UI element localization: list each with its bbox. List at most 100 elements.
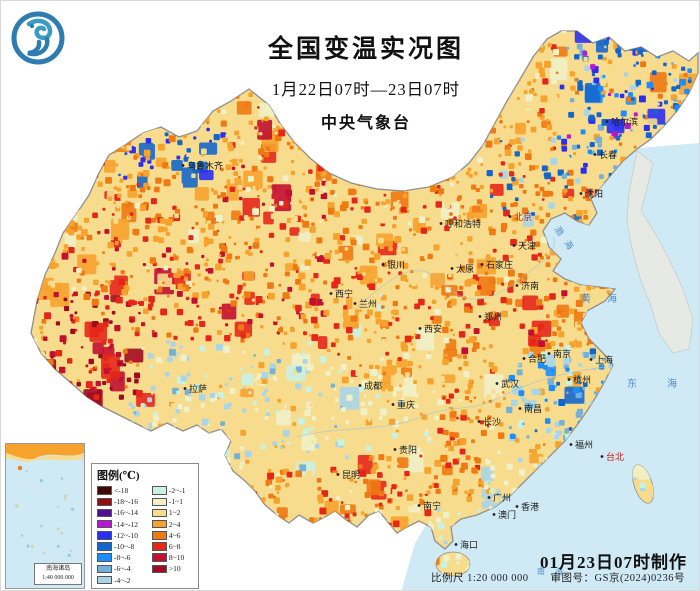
- legend-item: 8~10: [151, 552, 195, 563]
- legend-label: -18~-16: [114, 497, 139, 507]
- legend-positive-column: -2~-1 -1~1 1~2 2~4 4~6 6~8 8~10 >10: [151, 485, 195, 586]
- city-label: 重庆: [397, 399, 415, 410]
- foreign-land-korea: [626, 150, 694, 354]
- city-label: 南宁: [423, 500, 441, 511]
- sea-label: 南海: [537, 566, 573, 576]
- city-label: 石家庄: [486, 259, 513, 270]
- legend-label: -4~-2: [114, 575, 131, 585]
- sea-label: 东海: [627, 377, 700, 390]
- city-label: 贵阳: [399, 444, 417, 455]
- south-china-sea-inset: 南海诸岛 1:40 000 000: [5, 443, 85, 589]
- legend-label: -1~1: [168, 497, 183, 507]
- page-title: 全国变温实况图: [267, 36, 464, 63]
- city-label: 天津: [518, 241, 536, 251]
- legend-swatch: [151, 564, 167, 574]
- legend-label: 4~6: [168, 530, 181, 540]
- legend-swatch: [151, 497, 167, 507]
- legend-label: 2~4: [168, 519, 181, 529]
- sea-area: [401, 143, 699, 590]
- map-approval-number: 审图号：GS京(2024)0236号: [550, 573, 685, 584]
- city-label: 济南: [521, 280, 539, 291]
- legend-label: <-18: [114, 486, 129, 496]
- legend-swatch: [97, 486, 112, 495]
- legend-label: 6~8: [168, 542, 181, 552]
- agency-name: 中央气象台: [320, 115, 411, 132]
- legend-swatch: [151, 508, 167, 518]
- city-label: 合肥: [528, 353, 546, 364]
- city-label: 太原: [456, 263, 474, 274]
- city-label: 台北: [606, 451, 624, 462]
- legend-item: <-18: [97, 485, 150, 496]
- legend-label: 1~2: [168, 508, 181, 518]
- city-label: 上海: [595, 354, 613, 365]
- city-label: 福州: [575, 439, 593, 450]
- legend-item: -4~-2: [97, 575, 150, 586]
- city-label: 长沙: [483, 416, 501, 427]
- city-label: 香港: [521, 501, 539, 512]
- legend-item: 6~8: [151, 541, 195, 552]
- city-label: 长春: [599, 149, 617, 160]
- legend-item: -16~-14: [97, 507, 150, 518]
- inset-caption-scale: 1:40 000 000: [42, 575, 74, 581]
- city-label: 乌鲁木齐: [187, 160, 223, 171]
- city-label: 西安: [424, 323, 442, 334]
- sea-label: 黄海: [581, 292, 633, 305]
- legend-swatch: [97, 564, 112, 574]
- legend-label: -10~-8: [114, 542, 135, 552]
- legend-swatch: [151, 486, 167, 495]
- city-label: 郑州: [484, 311, 502, 322]
- legend-swatch: [151, 542, 167, 551]
- legend-swatch: [151, 553, 167, 562]
- city-label: 昆明: [342, 470, 360, 480]
- legend-item: -2~-1: [151, 485, 195, 496]
- production-time: 01月23日07时制作: [540, 553, 687, 572]
- legend-item: -14~-12: [97, 519, 150, 530]
- yellow-river: [356, 236, 555, 308]
- city-label: 武汉: [501, 378, 519, 389]
- inset-caption: 南海诸岛 1:40 000 000: [34, 563, 83, 585]
- legend-negative-column: <-18 -18~-16 -16~-14 -14~-12 -12~-10 -10~-8 -8…: [97, 485, 150, 586]
- title-block: 全国变温实况图 1月22日07时—23日07时 中央气象台: [196, 29, 536, 133]
- map-scale: 比例尺 1:20 000 000: [431, 573, 529, 584]
- legend-label: -2~-1: [168, 486, 186, 496]
- legend-item: -8~-6: [97, 552, 150, 563]
- legend-item: -1~1: [151, 496, 195, 507]
- legend-label: -12~-10: [114, 530, 139, 540]
- legend-item: 1~2: [151, 507, 195, 518]
- legend-item: -18~-16: [97, 496, 150, 507]
- legend-item: -10~-8: [97, 541, 150, 552]
- city-label: 沈阳: [585, 188, 603, 199]
- city-label: 拉萨: [189, 383, 207, 394]
- legend-item: -12~-10: [97, 530, 150, 541]
- legend-label: -6~-4: [114, 564, 131, 574]
- legend: 图例(℃) <-18 -18~-16 -16~-14 -14~-12 -12~-10 -1…: [91, 463, 199, 589]
- legend-label: -8~-6: [114, 553, 131, 563]
- legend-swatch: [151, 519, 167, 529]
- legend-swatch: [97, 519, 112, 529]
- city-label: 澳门: [498, 509, 516, 520]
- legend-label: 8~10: [168, 553, 185, 563]
- legend-title: 图例(℃): [97, 470, 140, 482]
- legend-swatch: [97, 575, 112, 585]
- city-label: 哈尔滨: [611, 116, 638, 127]
- legend-swatch: [97, 508, 112, 518]
- legend-label: -16~-14: [114, 508, 139, 518]
- city-label: 南昌: [524, 403, 542, 414]
- city-label: 西宁: [335, 288, 353, 299]
- legend-item: 2~4: [151, 519, 195, 530]
- legend-swatch: [97, 553, 112, 562]
- legend-swatch: [151, 531, 167, 540]
- city-label: 广州: [493, 492, 511, 503]
- legend-label: -14~-12: [114, 519, 139, 529]
- legend-swatch: [97, 542, 112, 551]
- legend-item: 4~6: [151, 530, 195, 541]
- map-meta-line: 比例尺 1:20 000 000 审图号：GS京(2024)0236号: [431, 570, 685, 585]
- legend-label: >10: [168, 564, 181, 574]
- time-range: 1月22日07时—23日07时: [271, 80, 461, 99]
- city-label: 成都: [364, 380, 382, 391]
- inset-caption-title: 南海诸岛: [46, 566, 71, 572]
- city-label: 杭州: [573, 374, 591, 385]
- city-label: 兰州: [359, 298, 377, 309]
- city-label: 呼和浩特: [445, 218, 481, 229]
